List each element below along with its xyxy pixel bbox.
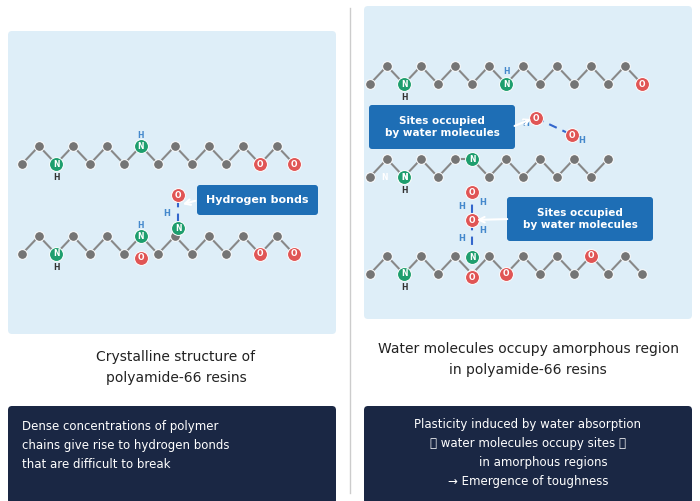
Text: O: O xyxy=(290,249,298,259)
Text: H: H xyxy=(469,141,475,150)
Text: H: H xyxy=(52,172,60,181)
Text: H: H xyxy=(400,283,407,292)
Text: H: H xyxy=(458,201,466,210)
Text: H: H xyxy=(138,220,144,229)
Text: O: O xyxy=(469,187,475,196)
Text: N: N xyxy=(52,249,60,259)
Text: O: O xyxy=(138,254,144,263)
Text: O: O xyxy=(533,114,539,123)
Text: N: N xyxy=(400,172,407,181)
Text: H: H xyxy=(164,208,170,217)
Text: N: N xyxy=(381,172,387,181)
Text: Plasticity induced by water absorption
〈 water molecules occupy sites 〉
        : Plasticity induced by water absorption 〈… xyxy=(414,418,641,488)
FancyBboxPatch shape xyxy=(507,197,653,241)
Text: Water molecules occupy amorphous region
in polyamide-66 resins: Water molecules occupy amorphous region … xyxy=(377,342,678,377)
Text: H: H xyxy=(579,135,585,144)
Text: O: O xyxy=(290,159,298,168)
Text: Crystalline structure of
polyamide-66 resins: Crystalline structure of polyamide-66 re… xyxy=(97,350,256,385)
Text: H: H xyxy=(480,225,486,234)
FancyBboxPatch shape xyxy=(197,185,318,215)
FancyBboxPatch shape xyxy=(8,31,336,334)
Text: H: H xyxy=(52,263,60,272)
Text: H: H xyxy=(400,93,407,102)
Text: Hydrogen bonds: Hydrogen bonds xyxy=(206,195,309,205)
Text: O: O xyxy=(588,252,594,261)
Text: N: N xyxy=(138,141,144,150)
Text: N: N xyxy=(400,172,407,181)
Text: H: H xyxy=(480,197,486,206)
FancyBboxPatch shape xyxy=(364,6,692,319)
Text: N: N xyxy=(400,270,407,279)
Text: N: N xyxy=(52,159,60,168)
Text: H: H xyxy=(458,233,466,242)
Text: N: N xyxy=(400,80,407,89)
Text: N: N xyxy=(138,231,144,240)
FancyBboxPatch shape xyxy=(364,406,692,501)
Text: H: H xyxy=(523,119,529,127)
Text: Sites occupied
by water molecules: Sites occupied by water molecules xyxy=(523,208,638,230)
Text: O: O xyxy=(175,190,181,199)
Text: H: H xyxy=(400,185,407,194)
FancyBboxPatch shape xyxy=(369,105,515,149)
FancyBboxPatch shape xyxy=(8,406,336,501)
Text: O: O xyxy=(257,159,263,168)
Text: N: N xyxy=(503,80,510,89)
Text: O: O xyxy=(568,130,575,139)
Text: N: N xyxy=(175,223,181,232)
Text: Sites occupied
by water molecules: Sites occupied by water molecules xyxy=(384,116,499,138)
Text: H: H xyxy=(503,67,510,76)
Text: O: O xyxy=(469,273,475,282)
Text: H: H xyxy=(138,130,144,139)
Text: O: O xyxy=(257,249,263,259)
Text: O: O xyxy=(638,80,645,89)
Text: O: O xyxy=(503,270,510,279)
Text: N: N xyxy=(469,253,475,262)
Text: Dense concentrations of polymer
chains give rise to hydrogen bonds
that are diff: Dense concentrations of polymer chains g… xyxy=(22,420,230,471)
Text: O: O xyxy=(469,215,475,224)
Text: N: N xyxy=(469,154,475,163)
